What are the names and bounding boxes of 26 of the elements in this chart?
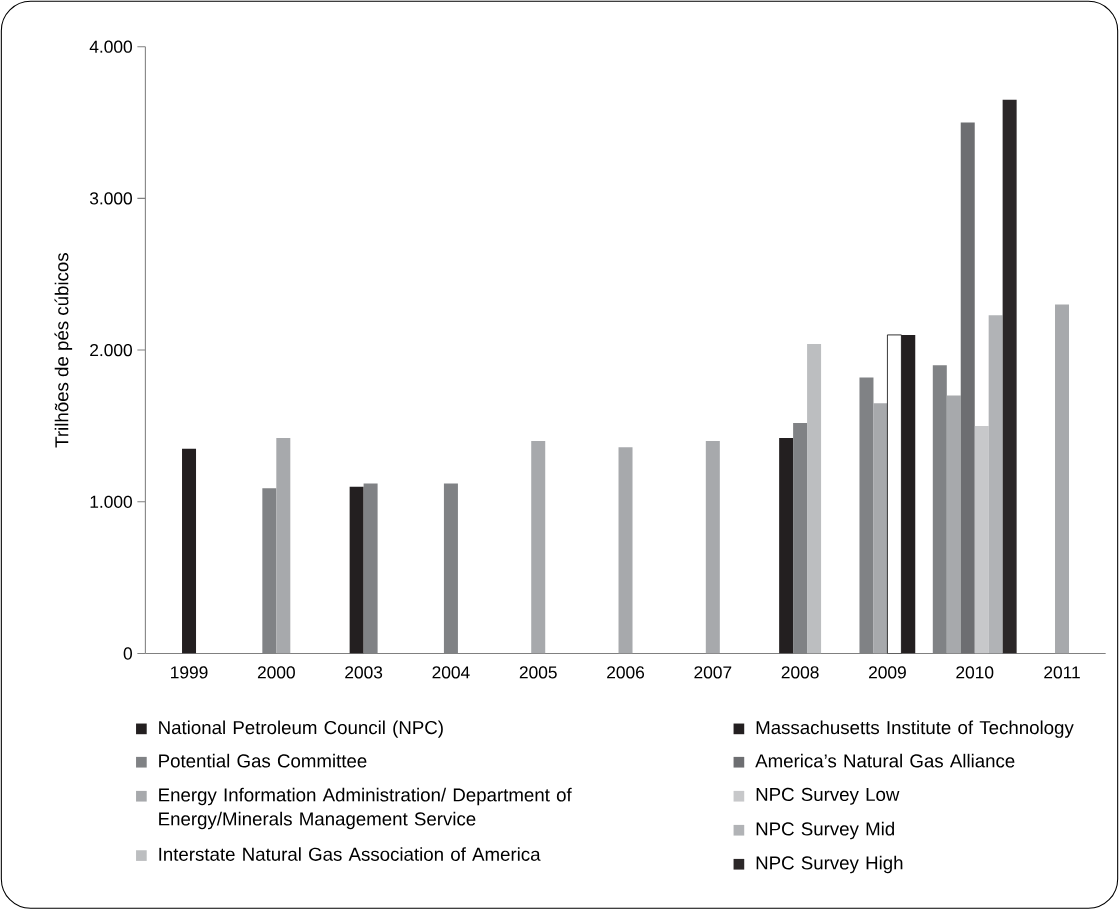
- legend-label: Massachusetts Institute of Technology: [756, 720, 1074, 739]
- legend-label: NPC Survey Mid: [756, 822, 895, 840]
- y-tick-label: 2.000: [90, 344, 132, 357]
- x-tick-label: 1999: [171, 666, 208, 679]
- x-tick-label: 2010: [956, 666, 994, 679]
- x-tick-label: 2006: [607, 666, 645, 679]
- x-tick-label: 2005: [519, 666, 557, 679]
- x-tick-label: 2000: [257, 666, 295, 679]
- y-tick-label: 1.000: [90, 495, 132, 509]
- y-axis-title: Trilhões de pés cúbicos: [54, 253, 73, 448]
- legend-label: NPC Survey High: [756, 856, 903, 874]
- x-tick-label: 2007: [694, 666, 732, 679]
- y-tick-label: 3.000: [89, 192, 132, 205]
- x-tick-label: 2008: [781, 666, 819, 679]
- legend-label: National Petroleum Council (NPC): [159, 720, 443, 739]
- legend-label: NPC Survey Low: [756, 788, 900, 805]
- x-tick-label: 2004: [432, 666, 470, 679]
- legend-label: Potential Gas Committee: [159, 754, 367, 768]
- legend-label: America’s Natural Gas Alliance: [755, 754, 1015, 768]
- legend-label: Interstate Natural Gas Association of America: [159, 847, 541, 862]
- y-tick-label: 0: [123, 647, 132, 660]
- x-tick-label: 2003: [345, 666, 383, 679]
- x-tick-label: 2009: [869, 666, 906, 679]
- x-tick-label: 2011: [1044, 666, 1080, 679]
- legend-label: Energy Information Administration/ Department of Energy/Minerals Management Service: [159, 788, 572, 830]
- y-tick-label: 4.000: [89, 40, 132, 54]
